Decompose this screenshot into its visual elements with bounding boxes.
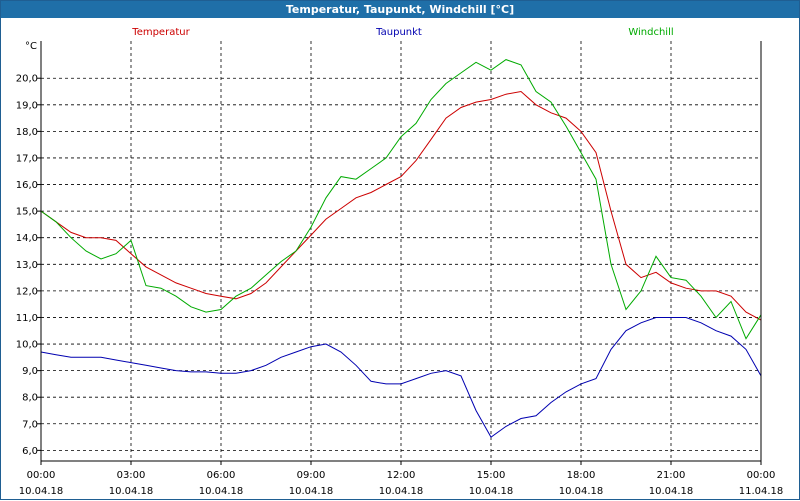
y-tick-label: 19,0 [16, 100, 38, 111]
axes [40, 41, 762, 462]
x-tick-date-label: 11.04.18 [739, 486, 784, 497]
x-tick-time-label: 00:00 [27, 470, 56, 481]
y-axis-unit: °C [25, 41, 37, 52]
x-tick-time-label: 06:00 [207, 470, 236, 481]
x-tick-time-label: 18:00 [567, 470, 596, 481]
x-tick-date-label: 10.04.18 [289, 486, 334, 497]
y-tick-label: 20,0 [16, 74, 38, 85]
legend-entry-windchill: Windchill [628, 27, 673, 38]
x-tick-date-label: 10.04.18 [559, 486, 604, 497]
grid [37, 41, 762, 465]
x-tick-time-label: 09:00 [297, 470, 326, 481]
x-tick-date-label: 10.04.18 [379, 486, 424, 497]
x-tick-date-label: 10.04.18 [649, 486, 694, 497]
series-line-taupunkt [40, 317, 762, 438]
x-tick-time-label: 21:00 [657, 470, 686, 481]
series-line-windchill [40, 59, 762, 340]
x-tick-time-label: 00:00 [747, 470, 776, 481]
tick-labels: 6,0 7,0 8,0 9,0 10,0 11,0 12,0 13,0 14,0 15,0 16,0… [16, 74, 784, 497]
legend-entry-taupunkt: Taupunkt [375, 27, 422, 38]
y-tick-label: 6,0 [22, 446, 38, 457]
y-tick-label: 15,0 [16, 207, 38, 218]
series-lines [40, 59, 762, 438]
y-tick-label: 11,0 [16, 313, 38, 324]
legend: Temperatur Taupunkt Windchill [131, 27, 673, 38]
y-tick-label: 13,0 [16, 260, 38, 271]
x-tick-time-label: 15:00 [477, 470, 506, 481]
y-tick-label: 16,0 [16, 180, 38, 191]
x-tick-time-label: 03:00 [117, 470, 146, 481]
y-tick-label: 18,0 [16, 127, 38, 138]
x-tick-date-label: 10.04.18 [199, 486, 244, 497]
window-title: Temperatur, Taupunkt, Windchill [°C] [1, 1, 799, 18]
y-tick-label: 7,0 [22, 419, 38, 430]
x-tick-date-label: 10.04.18 [19, 486, 64, 497]
y-tick-label: 12,0 [16, 286, 38, 297]
y-tick-label: 9,0 [22, 366, 38, 377]
legend-entry-temperatur: Temperatur [131, 27, 190, 38]
y-tick-label: 8,0 [22, 393, 38, 404]
x-tick-date-label: 10.04.18 [109, 486, 154, 497]
y-tick-label: 17,0 [16, 153, 38, 164]
x-tick-time-label: 12:00 [387, 470, 416, 481]
x-tick-date-label: 10.04.18 [469, 486, 514, 497]
y-tick-label: 14,0 [16, 233, 38, 244]
y-tick-label: 10,0 [16, 340, 38, 351]
series-line-temperatur [40, 90, 762, 321]
